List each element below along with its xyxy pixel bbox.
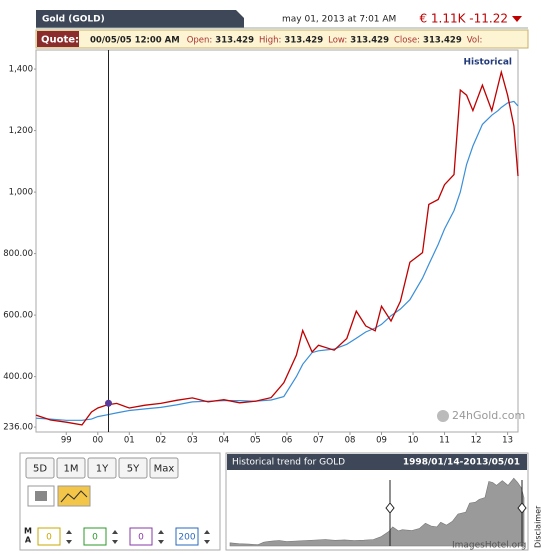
x-tick-label: 02 — [155, 436, 166, 446]
x-tick-label: 10 — [408, 436, 419, 446]
y-tick-label: 1,000 — [9, 188, 33, 198]
range-button-label[interactable]: 5Y — [127, 464, 140, 475]
ma-spinner — [66, 530, 72, 544]
range-button[interactable] — [25, 457, 55, 479]
quote-field-name: Open: — [187, 35, 213, 45]
ma-label: A — [25, 536, 32, 545]
range-button[interactable] — [56, 457, 86, 479]
ma-spinner — [204, 530, 210, 544]
y-tick-label: 1,200 — [9, 126, 33, 136]
ma-value: 0 — [138, 533, 144, 543]
ma-input[interactable] — [129, 527, 153, 546]
x-tick-label: 11 — [439, 436, 450, 446]
mini-window-handle[interactable] — [517, 502, 527, 514]
quote-date: 00/05/05 12:00 AM — [90, 35, 180, 45]
x-tick-label: 00 — [92, 436, 103, 446]
ma-value: 200 — [178, 533, 195, 543]
quote-label: Quote: — [41, 35, 79, 46]
x-tick-label: 08 — [345, 436, 356, 446]
ma-input[interactable] — [37, 527, 61, 546]
y-tick-label: 400.00 — [3, 372, 33, 382]
quote-field-name: Low: — [328, 35, 347, 45]
ma-input[interactable] — [83, 527, 107, 546]
watermark: 24hGold.com — [452, 409, 525, 422]
range-button-label[interactable]: 1Y — [96, 464, 109, 475]
ma-value: 0 — [46, 533, 52, 543]
tab-title: Gold (GOLD) — [42, 15, 105, 25]
range-button[interactable] — [87, 457, 117, 479]
mini-range: 1998/01/14-2013/05/01 — [403, 458, 520, 468]
down-arrow — [512, 16, 522, 22]
y-tick-label: 600.00 — [3, 311, 33, 321]
quote-field-value: 313.429 — [215, 35, 254, 45]
series-line — [35, 69, 519, 426]
range-button-label[interactable]: Max — [154, 464, 175, 475]
plot-frame — [35, 49, 519, 433]
y-tick-label: 1,400 — [9, 65, 33, 75]
ma-input[interactable] — [175, 527, 199, 546]
y-tick-label: 800.00 — [3, 249, 33, 259]
quote-field-name: Vol: — [467, 35, 483, 45]
series-line — [35, 100, 519, 421]
quote-field-name: High: — [259, 35, 281, 45]
cursor-dot — [105, 399, 113, 407]
x-tick-label: 09 — [376, 436, 387, 446]
mini-window-handle[interactable] — [385, 502, 395, 514]
y-tick-label: 236.00 — [3, 423, 33, 433]
quote-bar — [35, 29, 529, 49]
quote-label-box — [37, 31, 79, 47]
quote-field-value: 313.429 — [284, 35, 323, 45]
ma-label: M — [24, 527, 32, 536]
header-tab — [36, 10, 244, 28]
watermark-icon — [437, 410, 449, 422]
ma-spinner — [158, 530, 164, 544]
x-tick-label: 05 — [250, 436, 261, 446]
indicator-button[interactable] — [57, 485, 91, 507]
range-button-label[interactable]: 1M — [64, 464, 79, 475]
quote-field-value: 313.429 — [350, 35, 389, 45]
print-icon — [35, 491, 47, 501]
x-tick-label: 01 — [124, 436, 135, 446]
mini-area — [229, 477, 525, 547]
x-tick-label: 07 — [313, 436, 324, 446]
x-tick-label: 03 — [187, 436, 198, 446]
x-tick-label: 12 — [471, 436, 482, 446]
quote-field-value: 313.429 — [423, 35, 462, 45]
footer-watermark: ImagesHotel.org — [452, 541, 526, 551]
x-tick-label: 04 — [218, 436, 229, 446]
quote-field-name: Close: — [394, 35, 420, 45]
indicator-icon — [60, 490, 88, 503]
datetime: may 01, 2013 at 7:01 AM — [282, 15, 396, 25]
ma-spinner — [112, 530, 118, 544]
mini-title: Historical trend for GOLD — [232, 458, 345, 468]
x-tick-label: 99 — [61, 436, 72, 446]
disclaimer[interactable]: Disclaimer — [534, 505, 542, 548]
range-button[interactable] — [118, 457, 148, 479]
mini-header — [227, 454, 527, 470]
range-button-label[interactable]: 5D — [33, 464, 47, 475]
ma-value: 0 — [92, 533, 98, 543]
range-button[interactable] — [149, 457, 179, 479]
price: € 1.11K -11.22 — [419, 12, 508, 26]
x-tick-label: 06 — [282, 436, 293, 446]
x-tick-label: 13 — [502, 436, 513, 446]
chart-label: Historical — [464, 58, 512, 68]
quote-line: 00/05/05 12:00 AM Open: 313.429 High: 313.42… — [90, 35, 482, 45]
